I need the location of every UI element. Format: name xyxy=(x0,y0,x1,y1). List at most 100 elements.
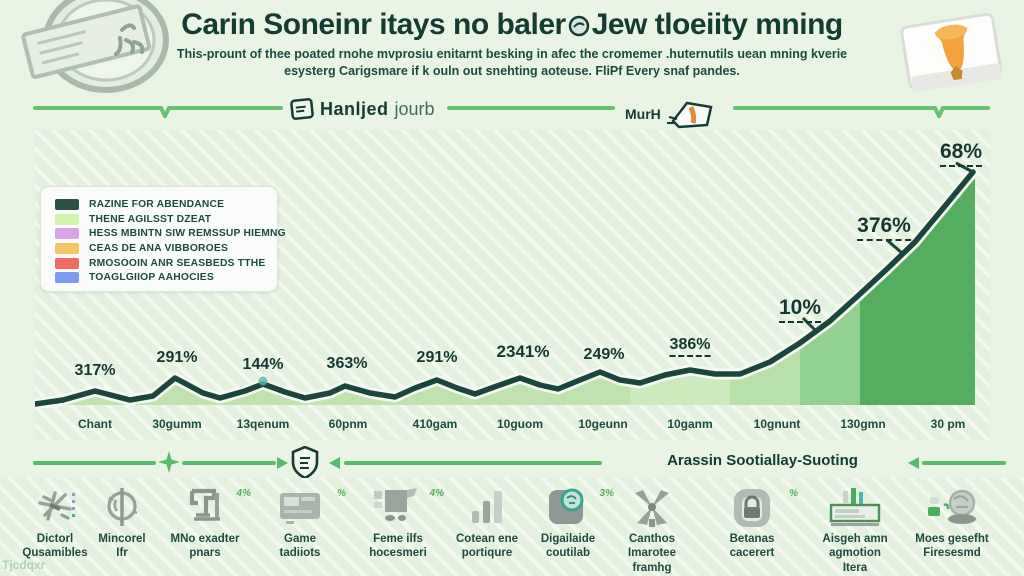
divider-rule-segment xyxy=(33,461,156,465)
left-arrowhead-icon xyxy=(908,457,919,469)
x-axis-label: 30gumm xyxy=(152,417,202,431)
rocket-doodle-icon xyxy=(665,97,717,131)
rule-notch-icon xyxy=(926,106,953,118)
badge1-light-label: jourb xyxy=(394,98,435,119)
header-rule-segment xyxy=(951,106,990,110)
footer-caption-line1: Aisgeh amn agmotion xyxy=(822,533,888,560)
point-label: 68% xyxy=(939,140,983,167)
legend-item: RMOSOOIN ANR SEASBEDS TTHE xyxy=(55,256,265,271)
page-subtitle: This-prount of thee poated rnohe mvprosi… xyxy=(92,46,932,80)
point-label: 386% xyxy=(669,336,711,357)
footer-caption-line2: Itera xyxy=(842,561,868,574)
legend-swatch xyxy=(55,198,79,210)
footer-caption-line1: MNo exadter xyxy=(170,533,240,545)
point-label: 10% xyxy=(778,296,822,323)
point-label: 291% xyxy=(156,349,198,366)
footer-percent-badge: 4% xyxy=(236,488,251,499)
footer-item: Canthos Imarotee framhg xyxy=(604,484,700,575)
x-axis-label: 30 pm xyxy=(930,417,966,431)
x-axis-label: 130gmn xyxy=(840,417,886,431)
footer-item: 4% MNo exadter pnars xyxy=(157,484,253,561)
footer-percent-badge: % xyxy=(789,488,798,499)
x-axis-label: 410gam xyxy=(412,417,458,431)
footer-item: 3% Digailaide coutilab xyxy=(520,484,616,561)
chart-legend: RAZINE FOR ABENDANCE THENE AGILSST DZEAT… xyxy=(40,186,286,292)
footer-percent-badge: 3% xyxy=(599,488,614,499)
footer-item: Cotean ene portiqure xyxy=(439,484,535,561)
legend-swatch xyxy=(55,228,79,240)
lock-tile-icon: % xyxy=(704,484,800,532)
legend-swatch xyxy=(55,242,79,254)
legend-label: HESS MBINTN SIW REMSSUP HIEMNG xyxy=(89,228,286,240)
footer-item: Dictorl Qusamibles xyxy=(7,484,103,561)
footer-caption-line2: framhg xyxy=(632,561,672,574)
legend-item: HESS MBINTN SIW REMSSUP HIEMNG xyxy=(55,226,286,241)
title-text-tail: Jew tloeiity mning xyxy=(591,8,844,41)
x-axis-label: 60pnm xyxy=(328,417,368,431)
panel-card-icon: % xyxy=(252,484,348,532)
footer-item: Aisgeh amn agmotion Itera xyxy=(807,484,903,575)
point-label: 249% xyxy=(583,346,625,363)
stamp-small-icon xyxy=(290,97,314,121)
footer-caption-line1: Cotean ene xyxy=(456,533,518,545)
left-arrowhead-icon xyxy=(329,457,340,469)
legend-item: RAZINE FOR ABENDANCE xyxy=(55,197,265,212)
header-rule-segment xyxy=(33,106,155,110)
footer-item: 4% Feme ilfs hocesmeri xyxy=(350,484,446,561)
sparkle-icon xyxy=(158,451,180,473)
clamp-press-icon: 4% xyxy=(157,484,253,532)
footer-caption-line2: pnars xyxy=(189,547,221,560)
footer-caption-line1: Betanas xyxy=(729,533,775,545)
x-axis-label: 10gnunt xyxy=(753,417,801,431)
footer-item: Moes gesefht Firesesmd xyxy=(904,484,1000,561)
header-rule-segment xyxy=(177,106,283,110)
divider-rule-segment xyxy=(182,461,276,465)
trophy-box-icon xyxy=(888,6,1018,106)
page-title: Carin Soneinr itays no baler Jew tloeiity… xyxy=(0,8,1024,42)
subtitle-line-2: esysterg Carigsmare if k ouln out snehti… xyxy=(284,63,740,78)
footer-item: % Game tadiiots xyxy=(252,484,348,561)
footer-caption-line2: hocesmeri xyxy=(369,547,427,560)
footer-caption-line2: tadiiots xyxy=(279,547,321,560)
x-axis-label: 10geunn xyxy=(578,417,628,431)
footer-caption-line2: coutilab xyxy=(545,547,591,560)
legend-label: TOAGLGIIOP AAHOCIES xyxy=(89,272,214,284)
footer-item: % Betanas cacerert xyxy=(704,484,800,561)
title-inline-coin-icon xyxy=(568,15,590,37)
footer-percent-badge: % xyxy=(337,488,346,499)
legend-label: RAZINE FOR ABENDANCE xyxy=(89,198,225,210)
subtitle-line-1: This-prount of thee poated rnohe mvprosi… xyxy=(176,47,848,61)
point-label: 317% xyxy=(74,362,116,379)
badge1-bold-label: Hanljed xyxy=(320,98,389,119)
x-axis-label: 13qenum xyxy=(236,417,290,431)
right-arrowhead-icon xyxy=(277,457,288,469)
point-label: 291% xyxy=(416,349,458,366)
chart-panel xyxy=(35,130,990,440)
footer-caption-line1: Feme ilfs xyxy=(373,533,423,545)
bar-chart-icon xyxy=(439,484,535,532)
stamp-badge-icon xyxy=(18,0,178,98)
legend-swatch xyxy=(55,272,79,284)
shelf-bottles-icon xyxy=(807,484,903,532)
x-axis-label: Chant xyxy=(78,417,112,431)
footer-caption-line1: Canthos Imarotee xyxy=(628,533,676,560)
compass-coin-icon xyxy=(74,484,170,532)
point-label: 363% xyxy=(326,355,368,372)
footer-caption-line1: Dictorl xyxy=(36,533,74,545)
header-rule-segment xyxy=(447,106,615,110)
legend-item: CEAS DE ANA VIBBOROES xyxy=(55,241,265,256)
header-rule-segment xyxy=(733,106,928,110)
turbine-star-icon xyxy=(604,484,700,532)
divider-rule-segment xyxy=(344,461,602,465)
divider-rule-segment xyxy=(922,461,1006,465)
point-label: 144% xyxy=(242,356,284,373)
footer-caption-line2: portiqure xyxy=(461,547,513,560)
watermark-text: Tjcdqxr xyxy=(2,558,46,572)
divider-label: Arassin Sootiallay-Suoting xyxy=(667,452,858,469)
jars-helmet-icon xyxy=(904,484,1000,532)
header-badge-hanljed: Hanljed jourb xyxy=(290,97,435,121)
badge2-label: MurH xyxy=(625,106,661,122)
footer-caption-line1: Mincorel xyxy=(98,533,146,545)
title-text: Carin Soneinr itays no baler xyxy=(181,8,566,41)
legend-label: THENE AGILSST DZEAT xyxy=(89,213,212,225)
